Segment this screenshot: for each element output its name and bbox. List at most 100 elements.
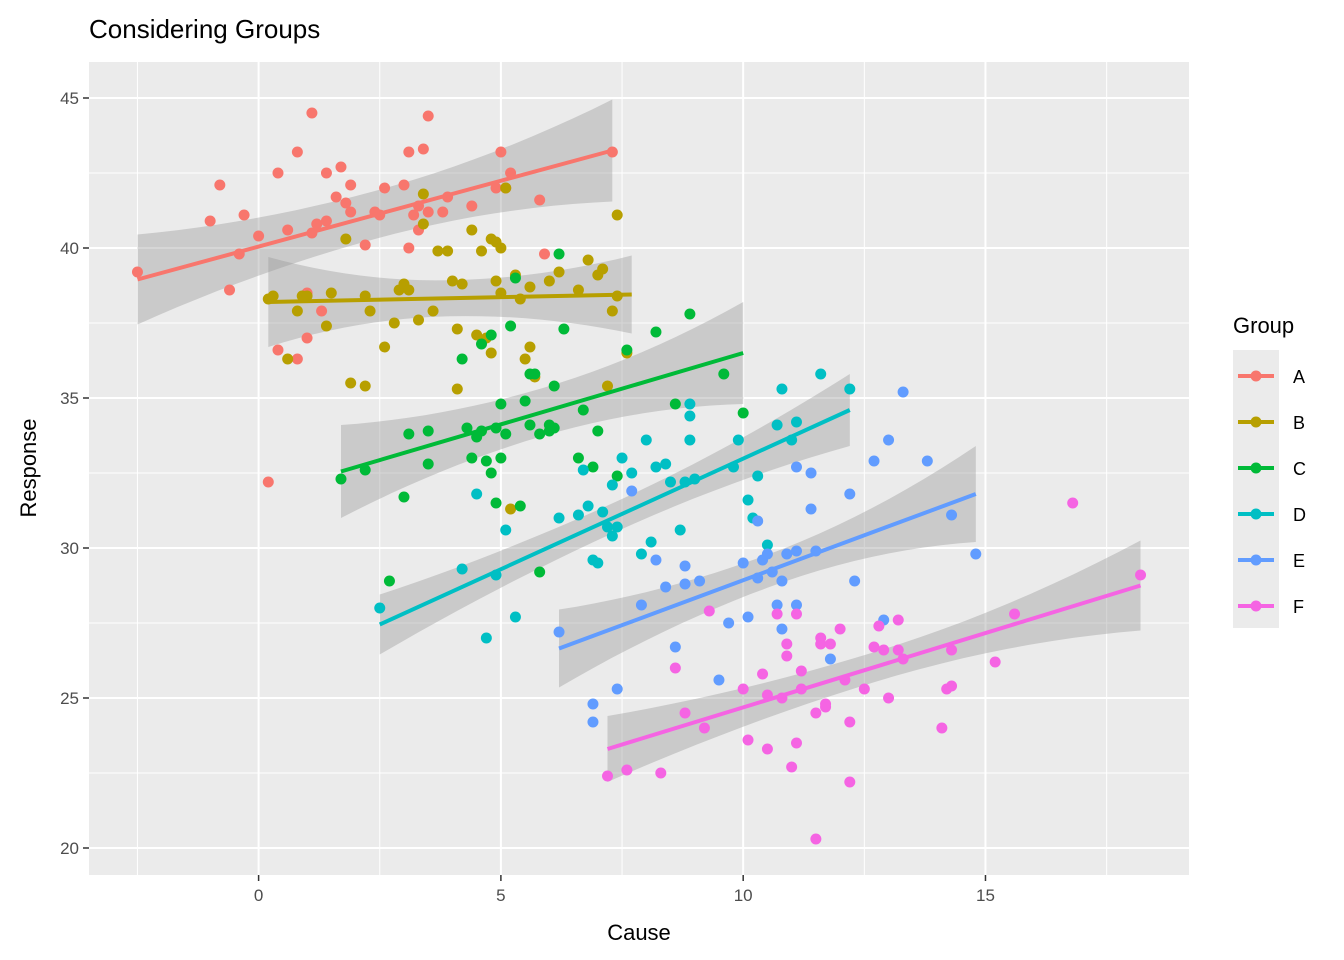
point-B bbox=[500, 182, 512, 194]
point-E bbox=[669, 641, 681, 653]
fit-line-B bbox=[268, 292, 632, 304]
point-C bbox=[572, 452, 584, 464]
x-tick-label: 0 bbox=[254, 886, 263, 905]
point-A bbox=[466, 200, 478, 212]
point-E bbox=[883, 434, 895, 446]
x-axis-title: Cause bbox=[607, 920, 671, 945]
point-C bbox=[529, 368, 541, 380]
point-F bbox=[790, 608, 802, 620]
point-C bbox=[514, 500, 526, 512]
point-F bbox=[858, 683, 870, 695]
point-F bbox=[878, 644, 890, 656]
point-E bbox=[587, 716, 599, 728]
point-D bbox=[582, 500, 594, 512]
point-E bbox=[723, 617, 735, 629]
point-D bbox=[776, 383, 788, 395]
point-D bbox=[790, 416, 802, 428]
point-A bbox=[204, 215, 216, 227]
point-E bbox=[776, 575, 788, 587]
point-A bbox=[238, 209, 250, 221]
point-F bbox=[989, 656, 1001, 668]
legend-key-point bbox=[1250, 416, 1262, 428]
point-B bbox=[267, 290, 279, 302]
point-F bbox=[946, 680, 958, 692]
y-tick-label: 30 bbox=[60, 539, 79, 558]
point-B bbox=[572, 284, 584, 296]
point-B bbox=[606, 305, 618, 317]
point-C bbox=[422, 458, 434, 470]
legend-title: Group bbox=[1233, 313, 1294, 338]
point-C bbox=[398, 491, 410, 503]
point-F bbox=[621, 764, 633, 776]
point-C bbox=[480, 455, 492, 467]
point-A bbox=[345, 179, 357, 191]
point-C bbox=[669, 398, 681, 410]
point-B bbox=[291, 305, 303, 317]
point-B bbox=[543, 275, 555, 287]
point-C bbox=[466, 452, 478, 464]
point-A bbox=[403, 146, 415, 158]
point-C bbox=[737, 407, 749, 419]
point-E bbox=[611, 683, 623, 695]
point-A bbox=[214, 179, 226, 191]
legend-key-point bbox=[1250, 462, 1262, 474]
point-F bbox=[824, 638, 836, 650]
x-tick-label: 15 bbox=[976, 886, 995, 905]
point-A bbox=[422, 110, 434, 122]
point-A bbox=[403, 242, 415, 254]
point-F bbox=[844, 716, 856, 728]
point-A bbox=[301, 332, 313, 344]
point-D bbox=[606, 479, 618, 491]
point-E bbox=[650, 554, 662, 566]
point-E bbox=[921, 455, 933, 467]
point-A bbox=[534, 194, 546, 206]
point-C bbox=[534, 428, 546, 440]
legend-label: C bbox=[1293, 459, 1306, 479]
point-B bbox=[451, 383, 463, 395]
point-E bbox=[761, 548, 773, 560]
point-D bbox=[602, 521, 614, 533]
point-B bbox=[417, 188, 429, 200]
point-A bbox=[306, 107, 318, 119]
point-D bbox=[771, 419, 783, 431]
point-B bbox=[524, 341, 536, 353]
point-C bbox=[684, 308, 696, 320]
point-D bbox=[761, 539, 773, 551]
point-B bbox=[446, 275, 458, 287]
point-D bbox=[626, 467, 638, 479]
y-tick-label: 25 bbox=[60, 689, 79, 708]
point-A bbox=[359, 239, 371, 251]
point-C bbox=[534, 566, 546, 578]
point-F bbox=[781, 638, 793, 650]
point-E bbox=[844, 488, 856, 500]
legend-label: D bbox=[1293, 505, 1306, 525]
legend-key-point bbox=[1250, 370, 1262, 382]
point-E bbox=[742, 611, 754, 623]
point-D bbox=[509, 611, 521, 623]
point-F bbox=[868, 641, 880, 653]
legend-item-A: A bbox=[1238, 367, 1305, 387]
point-E bbox=[849, 575, 861, 587]
point-F bbox=[698, 722, 710, 734]
point-D bbox=[660, 458, 672, 470]
y-tick-label: 40 bbox=[60, 239, 79, 258]
point-C bbox=[335, 473, 347, 485]
point-A bbox=[291, 353, 303, 365]
point-A bbox=[437, 206, 449, 218]
point-B bbox=[379, 341, 391, 353]
point-C bbox=[509, 272, 521, 284]
point-D bbox=[674, 524, 686, 536]
fit-line-A bbox=[136, 148, 613, 282]
point-E bbox=[737, 557, 749, 569]
point-F bbox=[810, 707, 822, 719]
point-D bbox=[752, 470, 764, 482]
point-D bbox=[471, 488, 483, 500]
point-E bbox=[626, 485, 638, 497]
point-D bbox=[844, 383, 856, 395]
point-F bbox=[795, 665, 807, 677]
point-F bbox=[742, 734, 754, 746]
point-B bbox=[466, 224, 478, 236]
point-A bbox=[224, 284, 236, 296]
point-B bbox=[485, 347, 497, 359]
point-D bbox=[500, 524, 512, 536]
